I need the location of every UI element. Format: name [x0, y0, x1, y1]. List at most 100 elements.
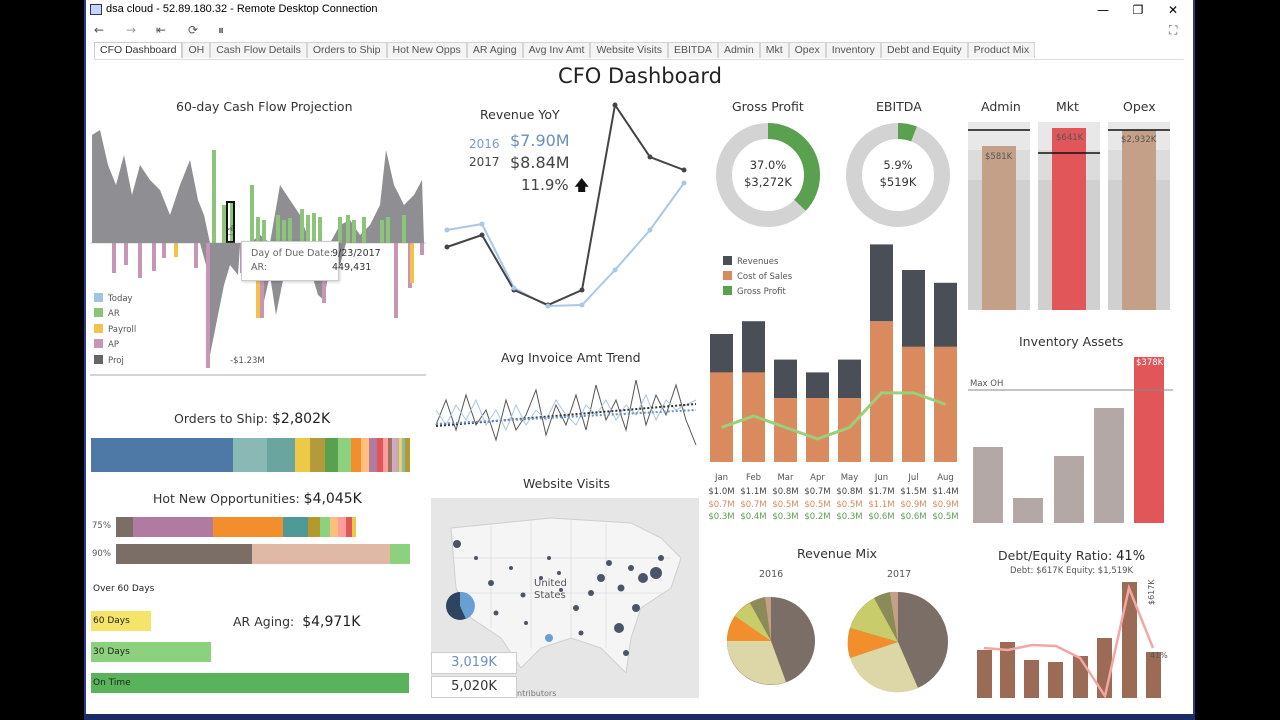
website-visits-map[interactable] — [431, 498, 699, 698]
tab-cfo-dashboard[interactable]: CFO Dashboard — [94, 42, 183, 58]
debt-equity-chart[interactable] — [972, 578, 1167, 700]
window-bottom-edge — [84, 714, 1195, 720]
pl-legend-revenues-label: Revenues — [737, 257, 779, 267]
pause-icon[interactable]: ⏸ — [218, 23, 225, 37]
refresh-icon[interactable]: ⟳ — [188, 23, 199, 37]
forward-icon[interactable]: → — [126, 23, 137, 37]
revenue-2016-value: $7.90M — [510, 131, 570, 150]
map-land — [450, 517, 682, 675]
close-button[interactable]: ✕ — [1167, 3, 1179, 17]
tab-cash-flow-details[interactable]: Cash Flow Details — [210, 42, 307, 58]
ar-aging-30-days[interactable]: 30 Days — [91, 642, 211, 662]
tab-opex[interactable]: Opex — [788, 42, 826, 58]
website-kpi-2017: 5,020K — [431, 676, 517, 698]
budget-bullet-charts[interactable] — [968, 120, 1173, 312]
hot-opps-value: $4,045K — [303, 491, 362, 507]
hot-opps-bar-90[interactable] — [116, 544, 410, 564]
legend-ap-swatch — [94, 339, 103, 348]
back-icon[interactable]: ← — [94, 23, 105, 37]
opp-segment — [308, 517, 320, 537]
pie-slice — [850, 642, 918, 693]
mkt-value: $641K — [1056, 133, 1084, 143]
opp-segment — [116, 517, 133, 537]
pl-legend-gp: Gross Profit — [723, 286, 786, 297]
pl-label-months: Mar — [777, 473, 794, 483]
pl-label-cost-of-sales: $0.5M — [836, 500, 863, 510]
debt-line-label: 41% — [1150, 651, 1168, 660]
orders-segment — [383, 438, 388, 472]
revenue-growth: 11.9% — [521, 176, 569, 194]
map-attribution[interactable]: ntributors — [517, 689, 557, 698]
opp-segment — [213, 517, 283, 537]
ebitda-pct: 5.9% — [883, 158, 913, 172]
pl-label-gross-profit: $0.6M — [868, 512, 895, 522]
pl-legend-cost: Cost of Sales — [723, 271, 792, 282]
inventory-chart[interactable] — [968, 355, 1173, 525]
up-arrow-icon: 🡅 — [574, 176, 590, 194]
opp-segment — [320, 517, 330, 537]
orders-segment — [402, 438, 405, 472]
hot-opps-bar-75[interactable] — [116, 517, 356, 537]
revenue-yoy-chart[interactable] — [440, 100, 690, 315]
tab-hot-new-opps[interactable]: Hot New Opps — [386, 42, 467, 58]
revenue-bar — [934, 282, 957, 347]
orders-to-ship-bar[interactable] — [91, 438, 410, 472]
tab-product-mix[interactable]: Product Mix — [967, 42, 1036, 58]
opex-bullet — [1108, 122, 1170, 310]
debt-equity-header: Debt/Equity Ratio: 41% — [998, 548, 1145, 564]
pl-label-cost-of-sales: $0.5M — [772, 500, 799, 510]
revenue-mix-2017-pie[interactable] — [846, 590, 950, 694]
revenue-bar — [870, 244, 893, 322]
tab-inventory[interactable]: Inventory — [825, 42, 881, 58]
hot-opps-header: Hot New Opportunities: $4,045K — [153, 491, 362, 507]
pl-label-months: Jul — [908, 473, 919, 483]
legend-today: Today — [94, 293, 133, 304]
tab-orders-to-ship[interactable]: Orders to Ship — [306, 42, 387, 58]
tab-mkt[interactable]: Mkt — [759, 42, 789, 58]
pl-label-months: Feb — [745, 473, 762, 483]
tooltip-ar-key: AR: — [251, 262, 268, 273]
monthly-pl-chart[interactable] — [708, 240, 963, 465]
tab-debt-and-equity[interactable]: Debt and Equity — [880, 42, 968, 58]
tab-admin[interactable]: Admin — [717, 42, 760, 58]
legend-proj-label: Proj — [108, 356, 124, 366]
tab-ar-aging[interactable]: AR Aging — [466, 42, 523, 58]
window-title: dsa cloud - 52.89.180.32 - Remote Deskto… — [106, 3, 378, 15]
ebitda-amount: $519K — [879, 175, 917, 189]
inventory-bar — [1054, 456, 1084, 523]
cost-of-sales-bar — [838, 398, 861, 462]
pl-label-cost-of-sales: $0.9M — [932, 500, 959, 510]
fullscreen-icon[interactable]: ⛶ — [1169, 23, 1178, 37]
minimize-button[interactable]: — — [1097, 3, 1109, 17]
cost-of-sales-bar — [774, 398, 797, 462]
tab-website-visits[interactable]: Website Visits — [590, 42, 668, 58]
opp-segment — [330, 517, 338, 537]
ar-aging-on-time[interactable]: On Time — [91, 673, 409, 693]
opex-title: Opex — [1123, 99, 1156, 114]
ar-aging-value: $4,971K — [302, 614, 361, 630]
revert-icon[interactable]: ⇤ — [156, 23, 167, 37]
tab-avg-inv-amt[interactable]: Avg Inv Amt — [522, 42, 591, 58]
gross-profit-pct: 37.0% — [749, 158, 787, 172]
pl-label-months: May — [840, 473, 859, 483]
tab-divider — [94, 59, 1184, 60]
pl-label-revenues: $0.7M — [804, 487, 831, 497]
revenue-mix-2016-pie[interactable] — [725, 595, 817, 687]
cash-flow-hover-bar — [226, 201, 235, 243]
ebitda-donut[interactable] — [843, 120, 953, 230]
ar-aging-60-days[interactable]: 60 Days — [91, 611, 151, 631]
avg-invoice-chart[interactable] — [434, 370, 699, 460]
gross-profit-title: Gross Profit — [732, 99, 804, 114]
orders-segment — [267, 438, 295, 472]
tab-ebitda[interactable]: EBITDA — [668, 42, 718, 58]
revenue-bar — [838, 359, 861, 398]
cash-flow-min-label: -$1.23M — [230, 356, 265, 366]
map-west-bubble-slice — [460, 591, 475, 619]
revenue-bar — [774, 359, 797, 398]
tab-oh[interactable]: OH — [182, 42, 211, 58]
pl-label-revenues: $0.8M — [836, 487, 863, 497]
title-bar: dsa cloud - 52.89.180.32 - Remote Deskto… — [86, 0, 1193, 20]
restore-button[interactable]: ❐ — [1132, 3, 1144, 17]
gross-profit-donut[interactable] — [713, 120, 823, 230]
debt-equity-bars — [977, 582, 1161, 698]
